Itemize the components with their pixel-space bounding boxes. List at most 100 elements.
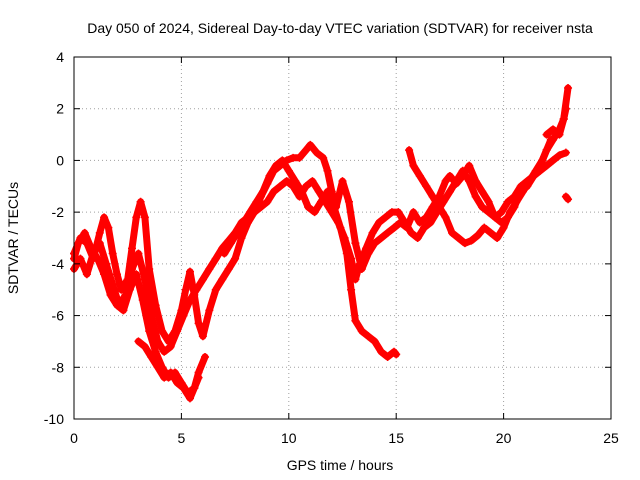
data-point-marker: [503, 197, 512, 206]
data-point-marker: [308, 177, 317, 186]
data-point-marker: [185, 296, 194, 305]
data-point-marker: [211, 285, 220, 294]
data-point-marker: [265, 171, 274, 180]
data-point-marker: [198, 275, 207, 284]
data-point-marker: [231, 254, 240, 263]
data-point-marker: [478, 187, 487, 196]
data-point-marker: [104, 223, 113, 232]
data-point-marker: [413, 234, 422, 242]
data-point-marker: [80, 228, 89, 237]
data-point-marker: [347, 285, 356, 294]
data-point-marker: [134, 249, 143, 258]
data-point-marker: [100, 270, 109, 279]
series-track-f: [405, 135, 555, 248]
data-point-marker: [370, 337, 379, 346]
data-point-marker: [439, 197, 448, 206]
y-tick-label: -6: [52, 308, 65, 324]
data-point-marker: [370, 239, 379, 248]
data-point-marker: [140, 342, 149, 351]
data-point-marker: [546, 135, 555, 144]
x-tick-label: 10: [281, 430, 297, 446]
data-point-marker: [480, 223, 489, 232]
data-point-marker: [138, 296, 147, 305]
data-point-marker: [561, 148, 570, 157]
data-point-marker: [465, 161, 474, 170]
data-point-marker: [377, 234, 386, 242]
grid-lines: [74, 57, 611, 419]
data-point-marker: [493, 234, 502, 242]
x-tick-label: 25: [603, 430, 619, 446]
data-point-marker: [383, 352, 392, 361]
data-point-marker: [549, 156, 558, 165]
y-tick-label: -8: [52, 359, 65, 375]
data-point-marker: [454, 234, 463, 242]
data-point-marker: [351, 316, 360, 325]
data-point-marker: [160, 373, 169, 382]
data-point-marker: [269, 187, 278, 196]
data-point-marker: [310, 208, 319, 217]
x-tick-label: 15: [388, 430, 404, 446]
data-point-marker: [314, 187, 323, 196]
data-point-marker: [166, 368, 175, 377]
data-point-marker: [452, 177, 461, 186]
data-point-marker: [415, 171, 424, 180]
data-point-marker: [194, 319, 203, 328]
data-point-marker: [179, 311, 188, 320]
data-point-marker: [278, 156, 287, 165]
data-point-marker: [127, 244, 136, 253]
series-track-e: [220, 156, 401, 361]
y-tick-label: 2: [56, 101, 64, 117]
data-point-marker: [564, 195, 573, 204]
data-point-marker: [364, 332, 373, 341]
data-point-marker: [342, 249, 351, 258]
x-tick-label: 0: [70, 430, 78, 446]
data-point-marker: [441, 213, 450, 222]
data-point-marker: [205, 306, 214, 315]
axis-ticks: [73, 56, 612, 420]
data-point-marker: [147, 352, 156, 361]
y-tick-label: 4: [56, 49, 64, 65]
data-point-marker: [420, 223, 429, 232]
data-point-marker: [259, 187, 268, 196]
data-point-marker: [465, 177, 474, 186]
data-point-marker: [422, 213, 431, 222]
data-point-marker: [246, 208, 255, 217]
data-point-marker: [394, 208, 403, 217]
data-point-marker: [263, 197, 272, 206]
data-point-marker: [185, 267, 194, 276]
data-point-marker: [471, 192, 480, 201]
data-point-marker: [158, 327, 167, 336]
data-point-marker: [108, 249, 117, 258]
series-track-g: [542, 84, 573, 139]
data-point-marker: [357, 327, 366, 336]
data-point-marker: [271, 161, 280, 170]
data-point-marker: [426, 218, 435, 227]
x-tick-label: 20: [496, 430, 512, 446]
data-point-marker: [312, 148, 321, 157]
data-point-marker: [301, 146, 310, 155]
data-point-marker: [409, 208, 418, 217]
data-point-marker: [224, 265, 233, 274]
data-point-marker: [160, 347, 169, 356]
data-point-marker: [445, 187, 454, 196]
data-point-marker: [190, 383, 199, 392]
data-point-marker: [291, 177, 300, 186]
data-point-marker: [87, 244, 96, 253]
y-axis-title: SDTVAR / TECUs: [5, 182, 21, 294]
data-point-marker: [445, 171, 454, 180]
data-point-marker: [467, 236, 476, 245]
data-point-marker: [338, 177, 347, 186]
x-axis-title: GPS time / hours: [287, 457, 394, 473]
data-point-marker: [458, 166, 467, 175]
data-point-marker: [198, 332, 207, 341]
series-trace: [405, 136, 555, 247]
data-point-marker: [317, 197, 326, 206]
data-point-marker: [306, 140, 315, 149]
data-point-marker: [173, 378, 182, 387]
data-point-marker: [336, 223, 345, 232]
plot-frame: [73, 56, 612, 420]
y-tick-label: -4: [52, 256, 65, 272]
data-point-marker: [132, 213, 141, 222]
data-point-marker: [136, 197, 145, 206]
data-point-marker: [542, 146, 551, 155]
